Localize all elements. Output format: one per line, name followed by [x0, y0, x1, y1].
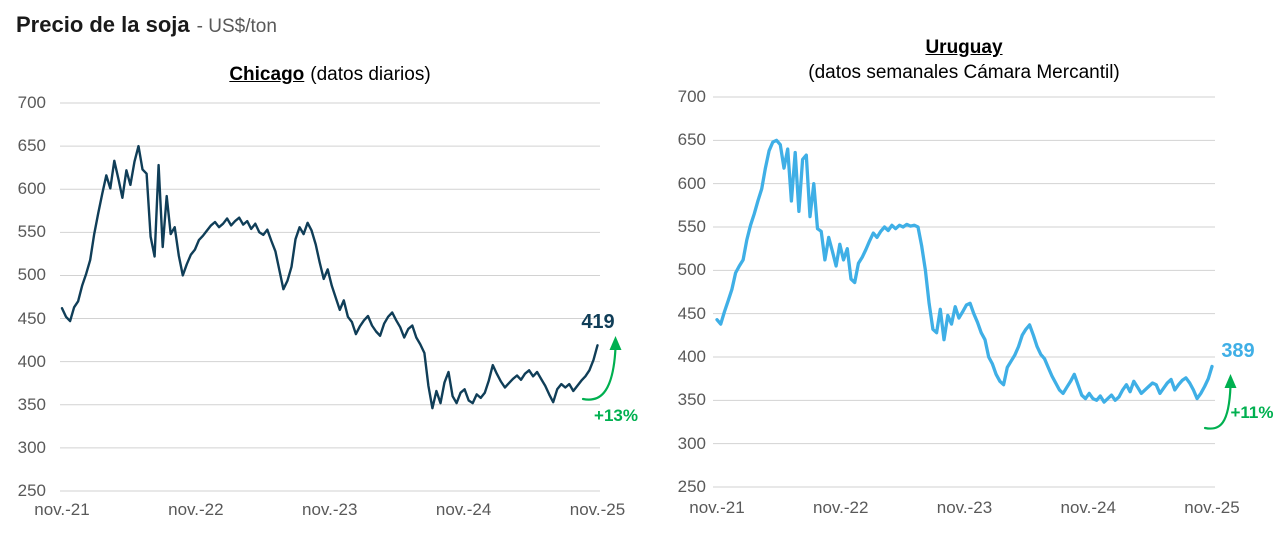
y-axis-tick-label: 450 [677, 303, 706, 323]
x-axis-tick-label: nov.-21 [34, 500, 90, 519]
x-axis-tick-label: nov.-24 [435, 500, 492, 519]
change-arrow [1203, 384, 1232, 430]
change-arrow-head [609, 336, 622, 350]
page-title: Precio de la soja - US$/ton [16, 12, 277, 38]
y-axis-tick-label: 650 [677, 130, 706, 150]
y-axis-tick-label: 400 [17, 351, 46, 371]
y-axis-tick-label: 450 [17, 308, 46, 328]
x-axis-tick-label: nov.-25 [1184, 498, 1240, 517]
x-axis-tick-label: nov.-24 [1060, 498, 1116, 517]
page-title-unit: - US$/ton [196, 16, 277, 37]
y-axis-tick-label: 550 [17, 222, 46, 242]
x-axis-tick-label: nov.-23 [936, 498, 993, 517]
chicago-change-label: +13% [594, 406, 638, 425]
price-line-series [60, 144, 599, 410]
chicago-chart-title: Chicago (datos diarios) [229, 62, 430, 87]
chicago-end-value-label: 419 [581, 311, 615, 333]
x-axis-tick-label: nov.-22 [813, 498, 869, 517]
y-axis-tick-label: 300 [17, 437, 46, 457]
chicago-title-text: Chicago [229, 64, 305, 85]
y-axis-tick-label: 500 [17, 265, 46, 285]
change-arrow [581, 346, 617, 401]
page-title-text: Precio de la soja [16, 12, 190, 37]
uruguay-subtitle-text: (datos semanales Cámara Mercantil) [808, 62, 1120, 83]
y-axis-tick-label: 350 [17, 394, 46, 414]
uruguay-end-value-label: 389 [1221, 340, 1255, 362]
uruguay-change-label: +11% [1230, 403, 1274, 422]
y-axis-tick-label: 400 [677, 347, 706, 366]
y-axis-tick-label: 250 [17, 481, 46, 500]
y-axis-tick-label: 550 [677, 217, 706, 236]
y-axis-tick-label: 300 [677, 433, 706, 453]
y-axis-tick-label: 600 [17, 179, 46, 199]
y-axis-tick-label: 700 [677, 87, 706, 106]
uruguay-title-text: Uruguay [925, 37, 1003, 58]
x-axis-tick-label: nov.-22 [168, 500, 224, 519]
price-line-series [715, 138, 1214, 404]
y-axis-tick-label: 650 [17, 136, 46, 156]
y-axis-tick-label: 600 [677, 173, 706, 193]
uruguay-chart-title: Uruguay (datos semanales Cámara Mercanti… [808, 35, 1120, 85]
y-axis-tick-label: 250 [677, 477, 706, 496]
x-axis-tick-label: nov.-25 [569, 500, 626, 519]
y-axis-tick-label: 500 [677, 260, 706, 280]
chicago-subtitle-text: (datos diarios) [310, 64, 431, 85]
x-axis-tick-label: nov.-23 [302, 500, 358, 519]
change-arrow-head [1224, 374, 1237, 388]
x-axis-tick-label: nov.-21 [689, 498, 745, 517]
y-axis-tick-label: 700 [17, 93, 46, 112]
y-axis-tick-label: 350 [677, 390, 706, 410]
